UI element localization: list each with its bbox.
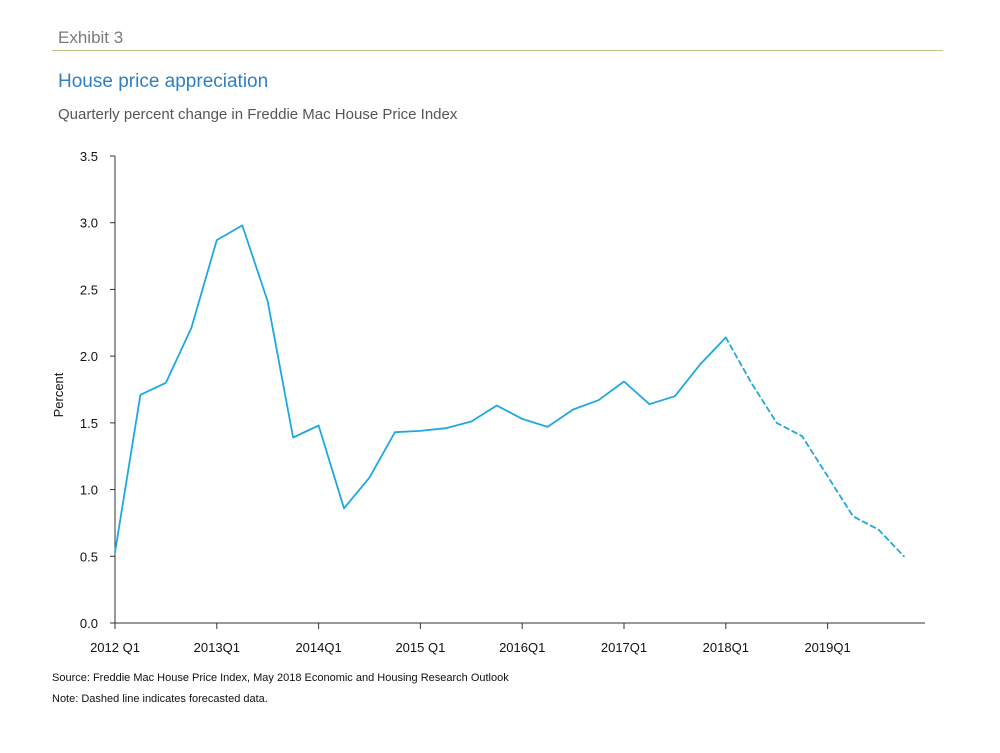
header-divider: [52, 50, 943, 51]
forecast-series-line: [724, 336, 905, 558]
y-tick-label: 3.5: [80, 149, 98, 164]
x-tick-label: 2019Q1: [804, 640, 850, 655]
x-tick-label: 2018Q1: [703, 640, 749, 655]
source-note: Source: Freddie Mac House Price Index, M…: [52, 672, 509, 684]
y-axis-label: Percent: [51, 372, 66, 417]
footnote: Note: Dashed line indicates forecasted d…: [52, 693, 268, 705]
x-tick-label: 2012 Q1: [90, 640, 140, 655]
exhibit-label: Exhibit 3: [58, 28, 124, 47]
x-axis: 2012 Q1 2013Q1 2014Q1 2015 Q1 2016Q1 2017Q1 20…: [90, 622, 925, 655]
x-tick-label: 2014Q1: [295, 640, 341, 655]
y-tick-label: 2.5: [80, 282, 98, 297]
chart-subtitle: Quarterly percent change in Freddie Mac …: [58, 106, 458, 123]
y-tick-label: 0.0: [80, 616, 98, 631]
actual-series-line: [114, 224, 727, 554]
y-tick-label: 1.5: [80, 416, 98, 431]
x-tick-label: 2017Q1: [601, 640, 647, 655]
y-tick-label: 3.0: [80, 216, 98, 231]
x-tick-label: 2013Q1: [194, 640, 240, 655]
x-tick-label: 2016Q1: [499, 640, 545, 655]
y-tick-label: 1.0: [80, 483, 98, 498]
y-axis: 0.0 0.5 1.0 1.5 2.0 2.5 3.0 3.5: [80, 149, 116, 631]
chart-series: [114, 224, 905, 558]
chart-title: House price appreciation: [58, 71, 269, 92]
y-tick-label: 2.0: [80, 349, 98, 364]
x-tick-label: 2015 Q1: [395, 640, 445, 655]
y-tick-label: 0.5: [80, 549, 98, 564]
